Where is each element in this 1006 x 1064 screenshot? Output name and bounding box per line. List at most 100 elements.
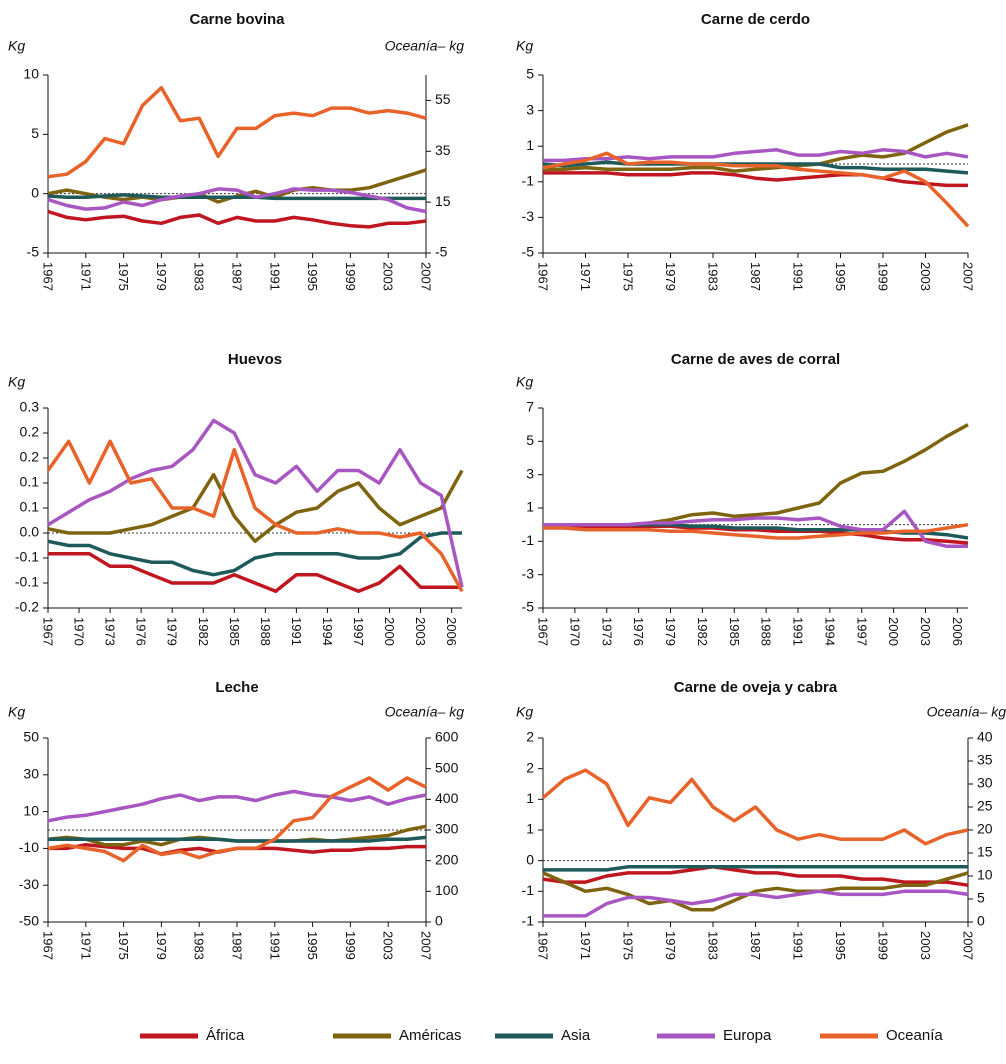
y-axis-label: Kg [516, 704, 533, 720]
x-tick-label: 2007 [419, 262, 434, 291]
y-tick-label: 3 [526, 101, 534, 117]
y-tick-label: 5 [31, 125, 39, 141]
y2-tick-label: 200 [435, 851, 459, 867]
x-tick-label: 2007 [961, 931, 976, 960]
x-tick-label: 1985 [727, 617, 742, 646]
y-tick-label: 0.2 [20, 424, 40, 440]
y-tick-label: -1 [522, 913, 535, 929]
y2-tick-label: 300 [435, 821, 459, 837]
y-tick-label: 3 [526, 465, 534, 481]
x-tick-label: 1983 [706, 262, 721, 291]
x-tick-label: 1979 [663, 931, 678, 960]
x-tick-label: 1979 [663, 262, 678, 291]
series-line [543, 171, 968, 188]
y2-tick-label: 600 [435, 729, 459, 745]
legend-label: África [206, 1027, 245, 1044]
x-tick-label: 1983 [706, 931, 721, 960]
y-axis-label: Kg [516, 38, 533, 54]
y2-tick-label: 0 [977, 913, 985, 929]
x-tick-label: 1971 [78, 262, 93, 291]
series-line [542, 871, 969, 912]
y-tick-label: 5 [526, 66, 534, 82]
chart-title: Carne de cerdo [701, 11, 810, 28]
x-tick-label: 1975 [621, 931, 636, 960]
y2-tick-label: 25 [977, 798, 993, 814]
y-tick-label: -1 [522, 173, 535, 189]
x-tick-label: 1975 [621, 262, 636, 291]
y2-tick-label: 35 [435, 142, 451, 158]
series-line [47, 776, 427, 863]
x-tick-label: 1979 [154, 931, 169, 960]
y-tick-label: 0.2 [20, 449, 40, 465]
y-axis-label: Kg [8, 374, 25, 390]
x-tick-label: 1997 [854, 617, 869, 646]
y2-tick-label: 5 [977, 890, 985, 906]
x-tick-label: 1985 [227, 617, 242, 646]
y-tick-label: 7 [526, 399, 534, 415]
y-tick-label: -50 [19, 913, 39, 929]
series-line [543, 865, 968, 872]
y2-tick-label: 35 [977, 752, 993, 768]
series-line [47, 209, 427, 229]
series-line [48, 552, 462, 594]
y2-tick-label: 500 [435, 759, 459, 775]
y-tick-label: 2 [526, 759, 534, 775]
x-tick-label: 1991 [289, 617, 304, 646]
x-tick-label: 2000 [886, 617, 901, 646]
x-tick-label: 1970 [567, 617, 582, 646]
y-tick-label: 0 [31, 184, 39, 200]
y2-tick-label: 10 [977, 867, 993, 883]
chart-title: Carne de oveja y cabra [674, 679, 838, 696]
chart-title: Leche [215, 679, 258, 696]
x-tick-label: 1995 [305, 262, 320, 291]
x-tick-label: 1999 [876, 931, 891, 960]
legend-label: Europa [723, 1027, 772, 1044]
x-tick-label: 1983 [192, 262, 207, 291]
x-tick-label: 1999 [343, 262, 358, 291]
y2-tick-label: 20 [977, 821, 993, 837]
series-line [47, 193, 426, 201]
y-tick-label: -5 [27, 244, 40, 260]
series-line [543, 123, 969, 173]
x-tick-label: 1976 [631, 617, 646, 646]
x-tick-label: 1970 [72, 617, 87, 646]
x-tick-label: 1982 [196, 617, 211, 646]
x-tick-label: 2007 [961, 262, 976, 291]
x-tick-label: 1967 [536, 931, 551, 960]
x-tick-label: 1971 [578, 262, 593, 291]
y-tick-label: 50 [23, 729, 39, 745]
x-tick-label: 1991 [791, 617, 806, 646]
series-line [541, 768, 969, 846]
y-tick-label: -5 [522, 244, 535, 260]
x-tick-label: 1973 [599, 617, 614, 646]
x-tick-label: 1982 [695, 617, 710, 646]
y-tick-label: 1 [526, 499, 534, 515]
x-tick-label: 1973 [103, 617, 118, 646]
y-tick-label: 2 [526, 729, 534, 745]
y-tick-label: -0.2 [15, 599, 39, 615]
x-tick-label: 2000 [382, 617, 397, 646]
y-tick-label: 0.1 [20, 499, 40, 515]
x-tick-label: 1999 [343, 931, 358, 960]
x-tick-label: 2007 [419, 931, 434, 960]
y2-axis-label: Oceanía– kg [385, 38, 465, 54]
x-tick-label: 2003 [918, 617, 933, 646]
x-tick-label: 1991 [267, 262, 282, 291]
y-axis-label: Kg [516, 374, 533, 390]
x-tick-label: 1979 [154, 262, 169, 291]
y2-tick-label: 100 [435, 882, 459, 898]
series-line [47, 789, 427, 823]
y2-tick-label: -5 [435, 244, 448, 260]
y-tick-label: -1 [522, 882, 535, 898]
x-tick-label: 1991 [267, 931, 282, 960]
x-tick-label: 1967 [536, 262, 551, 291]
y-tick-label: -5 [522, 599, 535, 615]
x-tick-label: 1987 [748, 931, 763, 960]
y-tick-label: -0.1 [15, 574, 39, 590]
x-tick-label: 1975 [116, 931, 131, 960]
chart-title: Carne bovina [189, 11, 285, 28]
x-tick-label: 1979 [663, 617, 678, 646]
x-tick-label: 2003 [381, 262, 396, 291]
x-tick-label: 1988 [759, 617, 774, 646]
